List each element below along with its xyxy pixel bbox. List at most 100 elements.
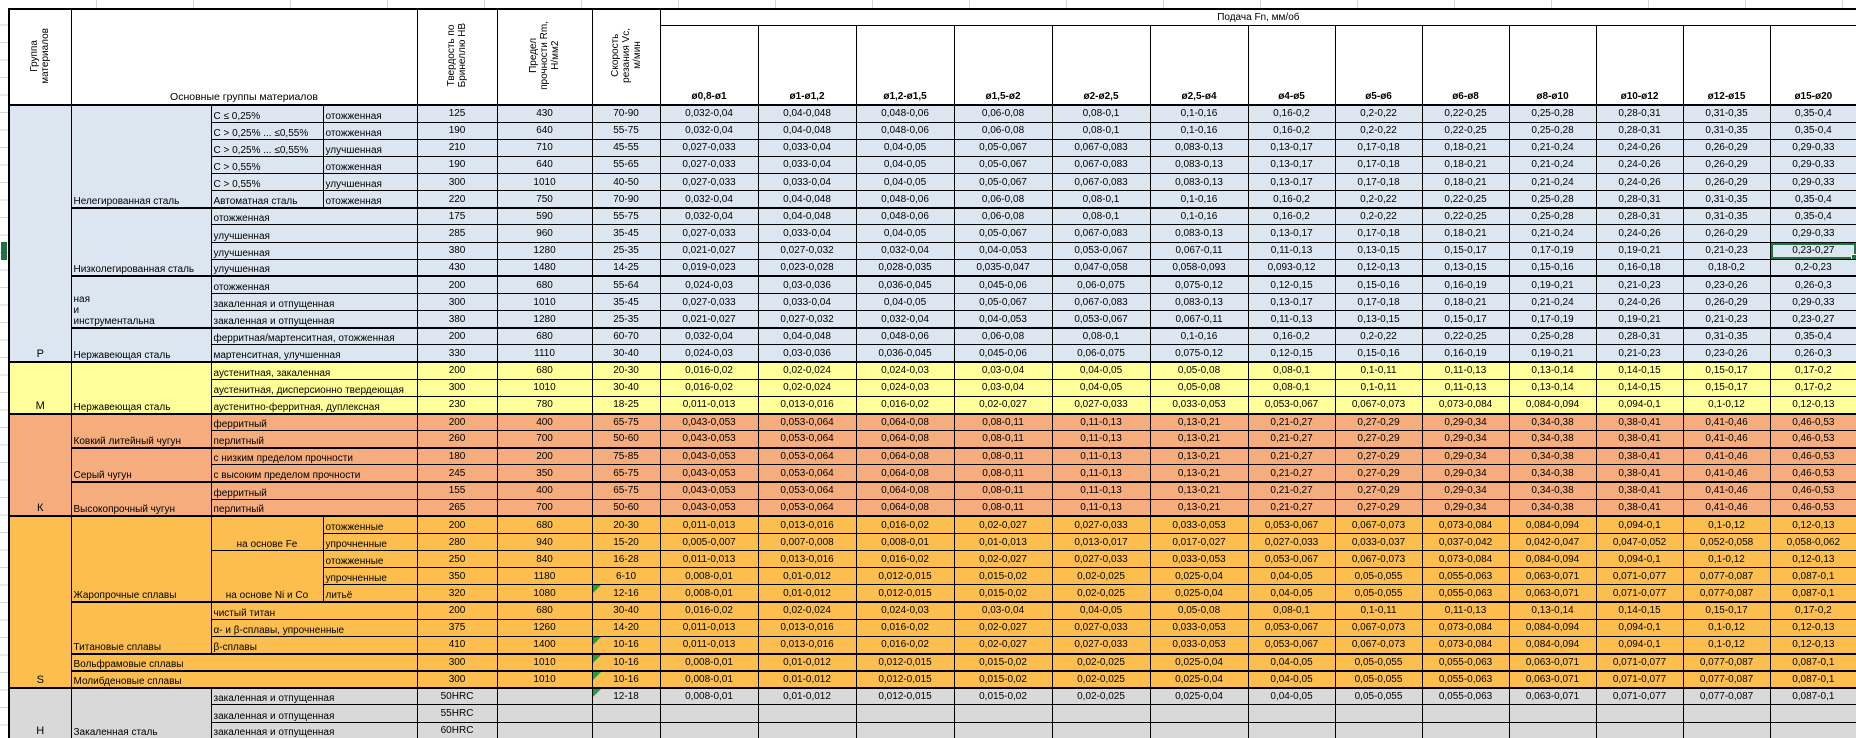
feed-value-cell[interactable]: 0,11-0,13 <box>1051 464 1151 483</box>
feed-value-cell[interactable]: 0,41-0,46 <box>1682 464 1771 483</box>
feed-value-cell[interactable]: 0,058-0,093 <box>1149 258 1249 277</box>
feed-value-cell[interactable]: 0,1-0,16 <box>1149 190 1249 209</box>
feed-value-cell[interactable]: 0,21-0,23 <box>1682 241 1771 260</box>
vc-cell[interactable]: 35-45 <box>591 293 661 312</box>
feed-value-cell[interactable]: 0,048-0,06 <box>855 103 955 123</box>
feed-value-cell[interactable]: 0,03-0,04 <box>953 601 1053 620</box>
feed-value-cell[interactable]: 0,027-0,032 <box>757 241 857 260</box>
feed-value-cell[interactable]: 0,04-0,05 <box>1051 601 1151 620</box>
group-label-cell[interactable]: Закаленная сталь <box>70 686 212 738</box>
feed-value-cell[interactable]: 0,05-0,055 <box>1334 652 1423 672</box>
rm-cell[interactable]: 940 <box>496 533 593 552</box>
feed-value-cell[interactable] <box>1769 704 1856 723</box>
feed-value-cell[interactable]: 0,22-0,25 <box>1421 103 1510 123</box>
group-label-cell[interactable]: Нержавеющая сталь <box>70 361 212 415</box>
vc-cell[interactable]: 55-75 <box>591 121 661 140</box>
feed-value-cell[interactable]: 0,16-0,18 <box>1595 258 1684 277</box>
feed-value-cell[interactable]: 0,067-0,083 <box>1051 155 1151 175</box>
feed-value-cell[interactable]: 0,35-0,4 <box>1769 190 1856 209</box>
feed-value-cell[interactable]: 0,41-0,46 <box>1682 412 1771 432</box>
feed-value-cell[interactable]: 0,25-0,28 <box>1508 190 1597 209</box>
feed-value-cell[interactable]: 0,08-0,11 <box>953 446 1053 466</box>
feed-value-cell[interactable]: 0,073-0,084 <box>1421 618 1510 637</box>
feed-value-cell[interactable]: 0,08-0,11 <box>953 430 1053 449</box>
feed-value-cell[interactable]: 0,12-0,13 <box>1769 618 1856 637</box>
feed-value-cell[interactable]: 0,083-0,13 <box>1149 173 1249 192</box>
section-letter-cell[interactable]: Н <box>8 686 72 738</box>
feed-diameter-header[interactable]: ø0,8-ø1 <box>659 24 759 106</box>
material-label-cell[interactable]: закаленная и отпущенная <box>210 721 418 738</box>
feed-value-cell[interactable]: 0,1-0,16 <box>1149 121 1249 140</box>
feed-value-cell[interactable]: 0,46-0,53 <box>1769 481 1856 500</box>
state-label-cell[interactable]: литьё <box>322 584 418 603</box>
feed-value-cell[interactable]: 0,13-0,21 <box>1149 498 1249 517</box>
section-letter-cell[interactable]: К <box>8 412 72 517</box>
hb-cell[interactable]: 250 <box>416 550 498 569</box>
feed-value-cell[interactable]: 0,21-0,23 <box>1595 344 1684 363</box>
feed-value-cell[interactable]: 0,18-0,21 <box>1421 293 1510 312</box>
hb-cell[interactable]: 200 <box>416 412 498 432</box>
feed-value-cell[interactable]: 0,016-0,02 <box>855 618 955 637</box>
feed-value-cell[interactable]: 0,01-0,012 <box>757 686 857 706</box>
material-label-cell[interactable]: закаленная и отпущенная <box>210 293 418 312</box>
rm-cell[interactable]: 780 <box>496 395 593 415</box>
feed-value-cell[interactable]: 0,14-0,15 <box>1595 378 1684 397</box>
feed-value-cell[interactable] <box>1595 721 1684 738</box>
feed-value-cell[interactable]: 0,16-0,2 <box>1247 206 1336 226</box>
vc-cell[interactable]: 12-18 <box>591 686 661 706</box>
feed-value-cell[interactable]: 0,04-0,05 <box>1247 686 1336 706</box>
feed-value-cell[interactable]: 0,077-0,087 <box>1682 567 1771 586</box>
hb-cell[interactable]: 175 <box>416 206 498 226</box>
feed-value-cell[interactable]: 0,087-0,1 <box>1769 686 1856 706</box>
feed-value-cell[interactable]: 0,005-0,007 <box>659 533 759 552</box>
feed-value-cell[interactable]: 0,067-0,073 <box>1334 618 1423 637</box>
hb-cell[interactable]: 330 <box>416 344 498 363</box>
feed-value-cell[interactable]: 0,17-0,18 <box>1334 224 1423 243</box>
feed-value-cell[interactable]: 0,31-0,35 <box>1682 190 1771 209</box>
feed-value-cell[interactable]: 0,013-0,016 <box>757 635 857 655</box>
feed-value-cell[interactable]: 0,1-0,12 <box>1682 395 1771 415</box>
feed-value-cell[interactable]: 0,46-0,53 <box>1769 430 1856 449</box>
feed-value-cell[interactable]: 0,025-0,04 <box>1149 567 1249 586</box>
vc-cell[interactable]: 10-16 <box>591 669 661 689</box>
feed-value-cell[interactable]: 0,013-0,016 <box>757 618 857 637</box>
state-label-cell[interactable]: улучшенная <box>322 138 418 157</box>
feed-value-cell[interactable]: 0,083-0,13 <box>1149 155 1249 175</box>
vc-cell[interactable]: 70-90 <box>591 103 661 123</box>
feed-value-cell[interactable]: 0,35-0,4 <box>1769 206 1856 226</box>
feed-value-cell[interactable]: 0,18-0,21 <box>1421 138 1510 157</box>
subgroup-label-cell[interactable]: на основе Ni и Co <box>210 550 324 603</box>
feed-value-cell[interactable]: 0,31-0,35 <box>1682 326 1771 346</box>
feed-value-cell[interactable]: 0,04-0,05 <box>855 138 955 157</box>
feed-value-cell[interactable]: 0,048-0,06 <box>855 190 955 209</box>
feed-value-cell[interactable]: 0,037-0,042 <box>1421 533 1510 552</box>
rm-cell[interactable] <box>496 704 593 723</box>
feed-value-cell[interactable]: 0,34-0,38 <box>1508 498 1597 517</box>
feed-value-cell[interactable]: 0,087-0,1 <box>1769 669 1856 689</box>
feed-value-cell[interactable]: 0,053-0,067 <box>1051 241 1151 260</box>
feed-value-cell[interactable]: 0,053-0,064 <box>757 464 857 483</box>
rm-cell[interactable]: 680 <box>496 326 593 346</box>
material-label-cell[interactable]: Вольфрамовые сплавы <box>70 652 418 672</box>
feed-value-cell[interactable]: 0,084-0,094 <box>1508 550 1597 569</box>
feed-value-cell[interactable]: 0,03-0,04 <box>953 378 1053 397</box>
feed-value-cell[interactable]: 0,12-0,15 <box>1247 275 1336 295</box>
feed-value-cell[interactable]: 0,043-0,053 <box>659 412 759 432</box>
feed-diameter-header[interactable]: ø1,5-ø2 <box>953 24 1053 106</box>
vc-cell[interactable]: 45-55 <box>591 138 661 157</box>
vc-cell[interactable]: 70-90 <box>591 190 661 209</box>
feed-value-cell[interactable]: 0,064-0,08 <box>855 481 955 500</box>
feed-value-cell[interactable]: 0,22-0,25 <box>1421 326 1510 346</box>
feed-value-cell[interactable]: 0,46-0,53 <box>1769 412 1856 432</box>
feed-value-cell[interactable]: 0,22-0,25 <box>1421 206 1510 226</box>
feed-value-cell[interactable]: 0,02-0,025 <box>1051 584 1151 603</box>
feed-value-cell[interactable]: 0,04-0,048 <box>757 190 857 209</box>
feed-value-cell[interactable]: 0,067-0,083 <box>1051 293 1151 312</box>
feed-value-cell[interactable]: 0,025-0,04 <box>1149 584 1249 603</box>
feed-value-cell[interactable]: 0,015-0,02 <box>953 567 1053 586</box>
feed-value-cell[interactable]: 0,04-0,05 <box>855 173 955 192</box>
feed-value-cell[interactable]: 0,02-0,024 <box>757 361 857 380</box>
feed-value-cell[interactable]: 0,21-0,24 <box>1508 138 1597 157</box>
feed-value-cell[interactable]: 0,27-0,29 <box>1334 430 1423 449</box>
feed-value-cell[interactable]: 0,032-0,04 <box>855 241 955 260</box>
